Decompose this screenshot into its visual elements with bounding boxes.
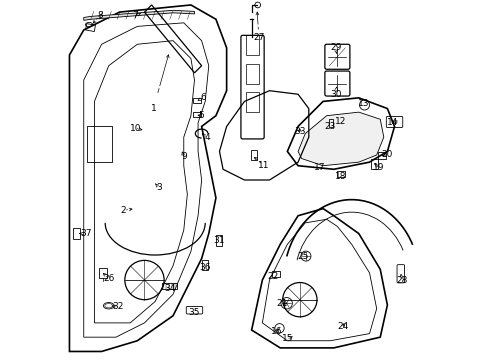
Bar xyxy=(85,24,95,32)
Text: 37: 37 xyxy=(80,229,91,238)
Bar xyxy=(87,126,112,162)
Bar xyxy=(378,152,385,159)
Text: 32: 32 xyxy=(112,302,123,311)
Text: 18: 18 xyxy=(334,172,346,181)
Bar xyxy=(202,260,207,270)
Text: 24: 24 xyxy=(336,322,347,331)
Text: 4: 4 xyxy=(204,132,209,141)
Text: 23: 23 xyxy=(324,122,335,131)
Text: 8: 8 xyxy=(97,11,102,20)
Text: 27: 27 xyxy=(253,33,264,42)
Polygon shape xyxy=(298,112,383,166)
Bar xyxy=(216,235,222,246)
Bar xyxy=(162,283,176,289)
Text: 10: 10 xyxy=(129,124,141,133)
Text: 34: 34 xyxy=(163,284,175,293)
Bar xyxy=(337,171,345,177)
Polygon shape xyxy=(83,10,194,20)
Text: 9: 9 xyxy=(181,152,186,161)
Text: 31: 31 xyxy=(213,236,225,245)
Text: 19: 19 xyxy=(372,163,384,172)
Text: 15: 15 xyxy=(281,334,292,343)
Bar xyxy=(370,158,377,169)
Text: 1: 1 xyxy=(150,104,156,113)
Text: 22: 22 xyxy=(267,272,278,281)
Text: 17: 17 xyxy=(313,163,325,172)
Bar xyxy=(271,271,279,277)
Text: 30: 30 xyxy=(329,90,341,99)
Text: 12: 12 xyxy=(335,117,346,126)
Bar xyxy=(246,35,259,55)
Bar xyxy=(193,98,201,103)
Text: 2: 2 xyxy=(120,206,125,215)
Bar xyxy=(99,267,106,278)
Text: 20: 20 xyxy=(381,150,392,159)
Bar xyxy=(246,64,259,84)
Text: 16: 16 xyxy=(270,327,282,336)
Text: 33: 33 xyxy=(293,127,305,136)
Text: 26: 26 xyxy=(103,274,114,283)
Bar xyxy=(73,228,80,239)
Text: 36: 36 xyxy=(199,263,210,272)
Text: 11: 11 xyxy=(258,161,269,170)
Text: 21: 21 xyxy=(276,299,287,308)
Text: SAE: SAE xyxy=(389,120,398,124)
Bar xyxy=(328,119,333,127)
Bar xyxy=(192,112,200,117)
Text: 28: 28 xyxy=(395,275,407,284)
Text: 5: 5 xyxy=(198,111,203,120)
Bar xyxy=(250,150,257,160)
Text: 6: 6 xyxy=(200,93,206,102)
Bar xyxy=(246,93,259,112)
Text: 14: 14 xyxy=(386,118,398,127)
Text: 29: 29 xyxy=(329,43,341,52)
Text: 35: 35 xyxy=(188,308,200,317)
Text: 25: 25 xyxy=(297,252,308,261)
Text: 13: 13 xyxy=(358,99,369,108)
Text: 7: 7 xyxy=(132,11,138,20)
Text: 3: 3 xyxy=(156,183,162,192)
